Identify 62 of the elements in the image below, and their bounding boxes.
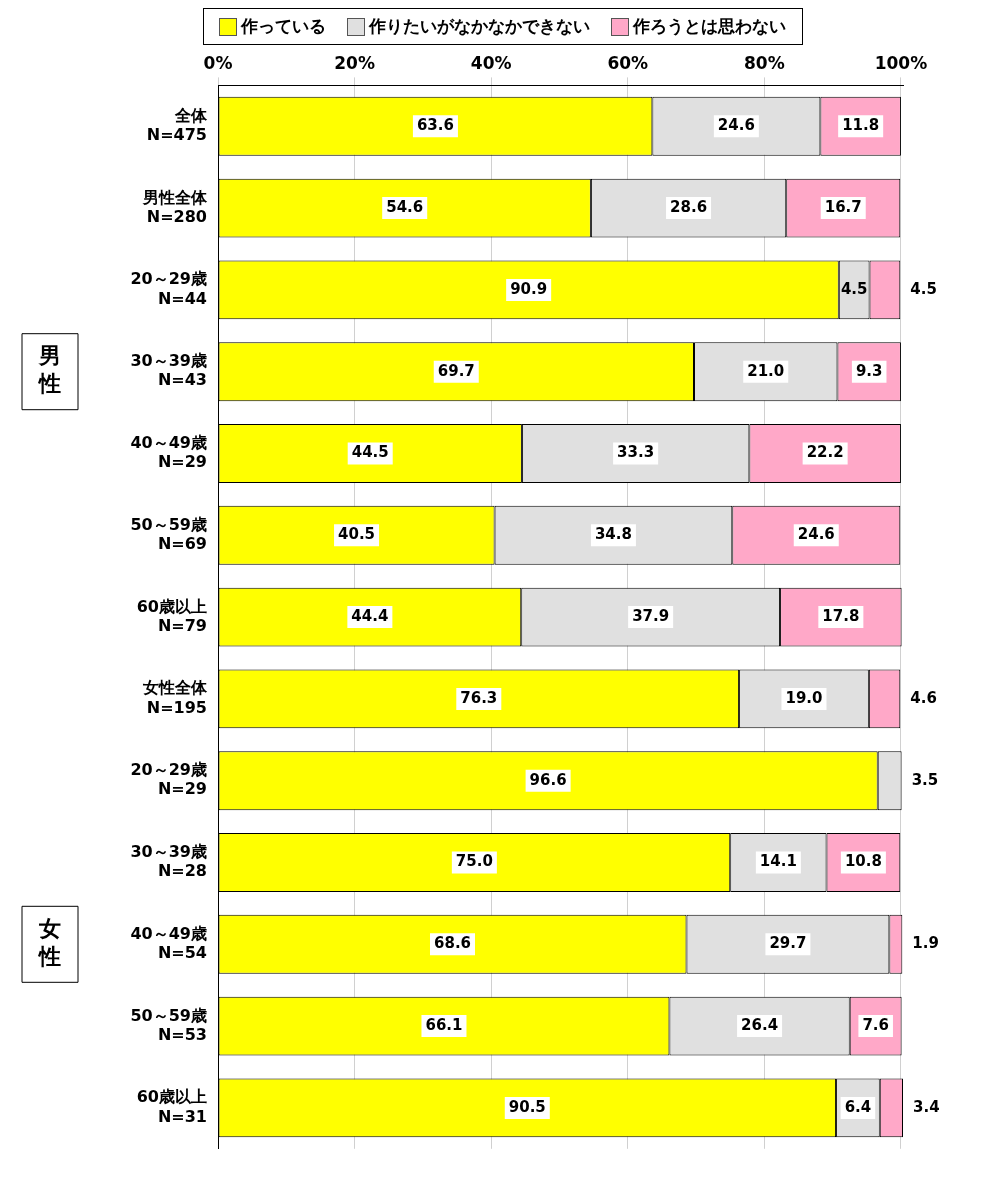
data-label: 4.5 xyxy=(840,279,868,298)
data-label: 96.6 xyxy=(529,770,567,789)
data-label: 33.3 xyxy=(617,443,655,462)
y-tick-label: 50～59歳 N=69 xyxy=(130,514,207,554)
data-label: 75.0 xyxy=(455,852,493,871)
y-tick-label: 男性全体 N=280 xyxy=(142,187,208,226)
y-tick-label: 50～59歳 N=53 xyxy=(130,1005,207,1044)
data-label: 28.6 xyxy=(670,197,708,216)
x-tick-label: 60% xyxy=(607,52,649,73)
y-tick-label: 60歳以上 N=31 xyxy=(136,1087,207,1126)
data-label: 19.0 xyxy=(785,688,823,707)
data-label: 7.6 xyxy=(862,1015,889,1034)
x-tick-label: 80% xyxy=(744,52,785,73)
data-label: 54.6 xyxy=(386,197,424,216)
data-label: 66.1 xyxy=(425,1015,463,1034)
data-label: 4.6 xyxy=(910,688,937,707)
data-label: 24.6 xyxy=(797,525,835,544)
data-label: 22.2 xyxy=(806,443,844,462)
data-label: 29.7 xyxy=(769,934,807,953)
data-label: 14.1 xyxy=(759,852,797,871)
y-tick-label: 60歳以上 N=79 xyxy=(136,596,207,635)
y-tick-label: 20～29歳 N=44 xyxy=(130,269,207,308)
data-label: 37.9 xyxy=(632,606,670,625)
data-label: 17.8 xyxy=(822,606,860,625)
legend-label: 作っている xyxy=(240,15,326,38)
data-label: 21.0 xyxy=(747,361,785,380)
data-label: 69.7 xyxy=(437,361,475,380)
data-label: 76.3 xyxy=(460,688,498,707)
y-tick-label: 40～49歳 N=54 xyxy=(130,923,207,963)
data-label: 11.8 xyxy=(842,116,880,135)
data-label: 44.4 xyxy=(351,606,389,625)
text: 女性 xyxy=(37,916,61,970)
y-tick-label: 40～49歳 N=29 xyxy=(130,433,207,472)
text: 男性 xyxy=(37,343,61,397)
x-tick-label: 100% xyxy=(874,52,928,73)
data-label: 24.6 xyxy=(717,116,755,135)
data-label: 44.5 xyxy=(351,443,389,462)
data-label: 34.8 xyxy=(594,525,632,544)
data-label: 16.7 xyxy=(824,197,862,216)
y-tick-label: 女性全体 N=195 xyxy=(142,678,208,717)
x-tick-label: 20% xyxy=(334,52,375,73)
data-label: 3.4 xyxy=(913,1097,940,1116)
data-label: 90.5 xyxy=(508,1097,546,1116)
data-label: 1.9 xyxy=(912,934,939,953)
data-label: 6.4 xyxy=(844,1097,872,1116)
data-label: 3.5 xyxy=(911,770,939,789)
y-tick-label: 30～39歳 N=28 xyxy=(130,842,207,881)
data-label: 4.5 xyxy=(910,279,937,298)
y-tick-label: 全体 N=475 xyxy=(146,105,208,145)
y-tick-label: 20～29歳 N=29 xyxy=(130,760,207,799)
x-tick-label: 0% xyxy=(203,52,233,73)
legend-label: 作りたいがなかなかできない xyxy=(368,15,590,38)
data-label: 63.6 xyxy=(416,116,454,135)
data-label: 90.9 xyxy=(510,279,548,298)
data-label: 10.8 xyxy=(844,852,882,871)
data-label: 9.3 xyxy=(855,361,883,380)
legend-label: 作ろうとは思わない xyxy=(632,15,786,38)
x-tick-label: 40% xyxy=(470,52,512,73)
data-label: 26.4 xyxy=(741,1015,779,1034)
data-label: 68.6 xyxy=(433,934,472,953)
data-label: 40.5 xyxy=(338,525,376,544)
y-tick-label: 30～39歳 N=43 xyxy=(130,351,207,390)
